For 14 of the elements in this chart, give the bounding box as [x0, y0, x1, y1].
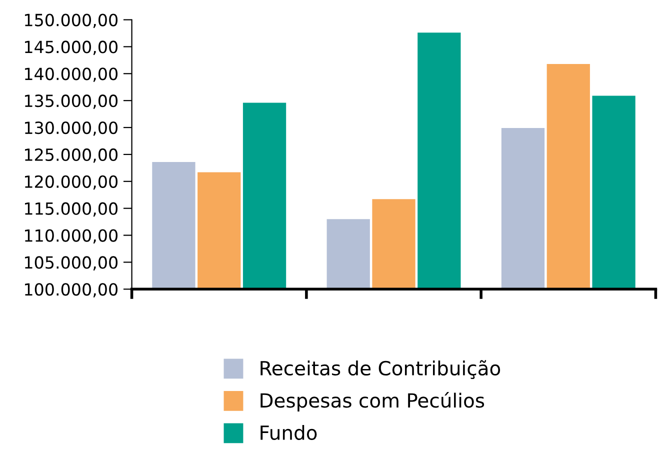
y-tick-label: 150.000,00 — [25, 14, 118, 28]
y-tick-label: 130.000,00 — [25, 121, 118, 136]
y-tick-label: 145.000,00 — [25, 40, 118, 55]
y-tick-label: 120.000,00 — [25, 175, 118, 190]
y-tick-label: 135.000,00 — [25, 94, 118, 109]
y-tick-label: 125.000,00 — [25, 148, 118, 163]
legend-label: Despesas com Pecúlios — [260, 392, 484, 412]
y-tick-label: 100.000,00 — [25, 283, 118, 298]
legend-label: Fundo — [260, 424, 317, 440]
legend-label: Receitas de Contribuição — [260, 360, 500, 380]
y-tick-label: 110.000,00 — [25, 229, 118, 244]
y-tick-label: 140.000,00 — [25, 68, 118, 82]
y-tick-label: 115.000,00 — [25, 202, 118, 217]
y-tick-label: 105.000,00 — [25, 256, 118, 270]
